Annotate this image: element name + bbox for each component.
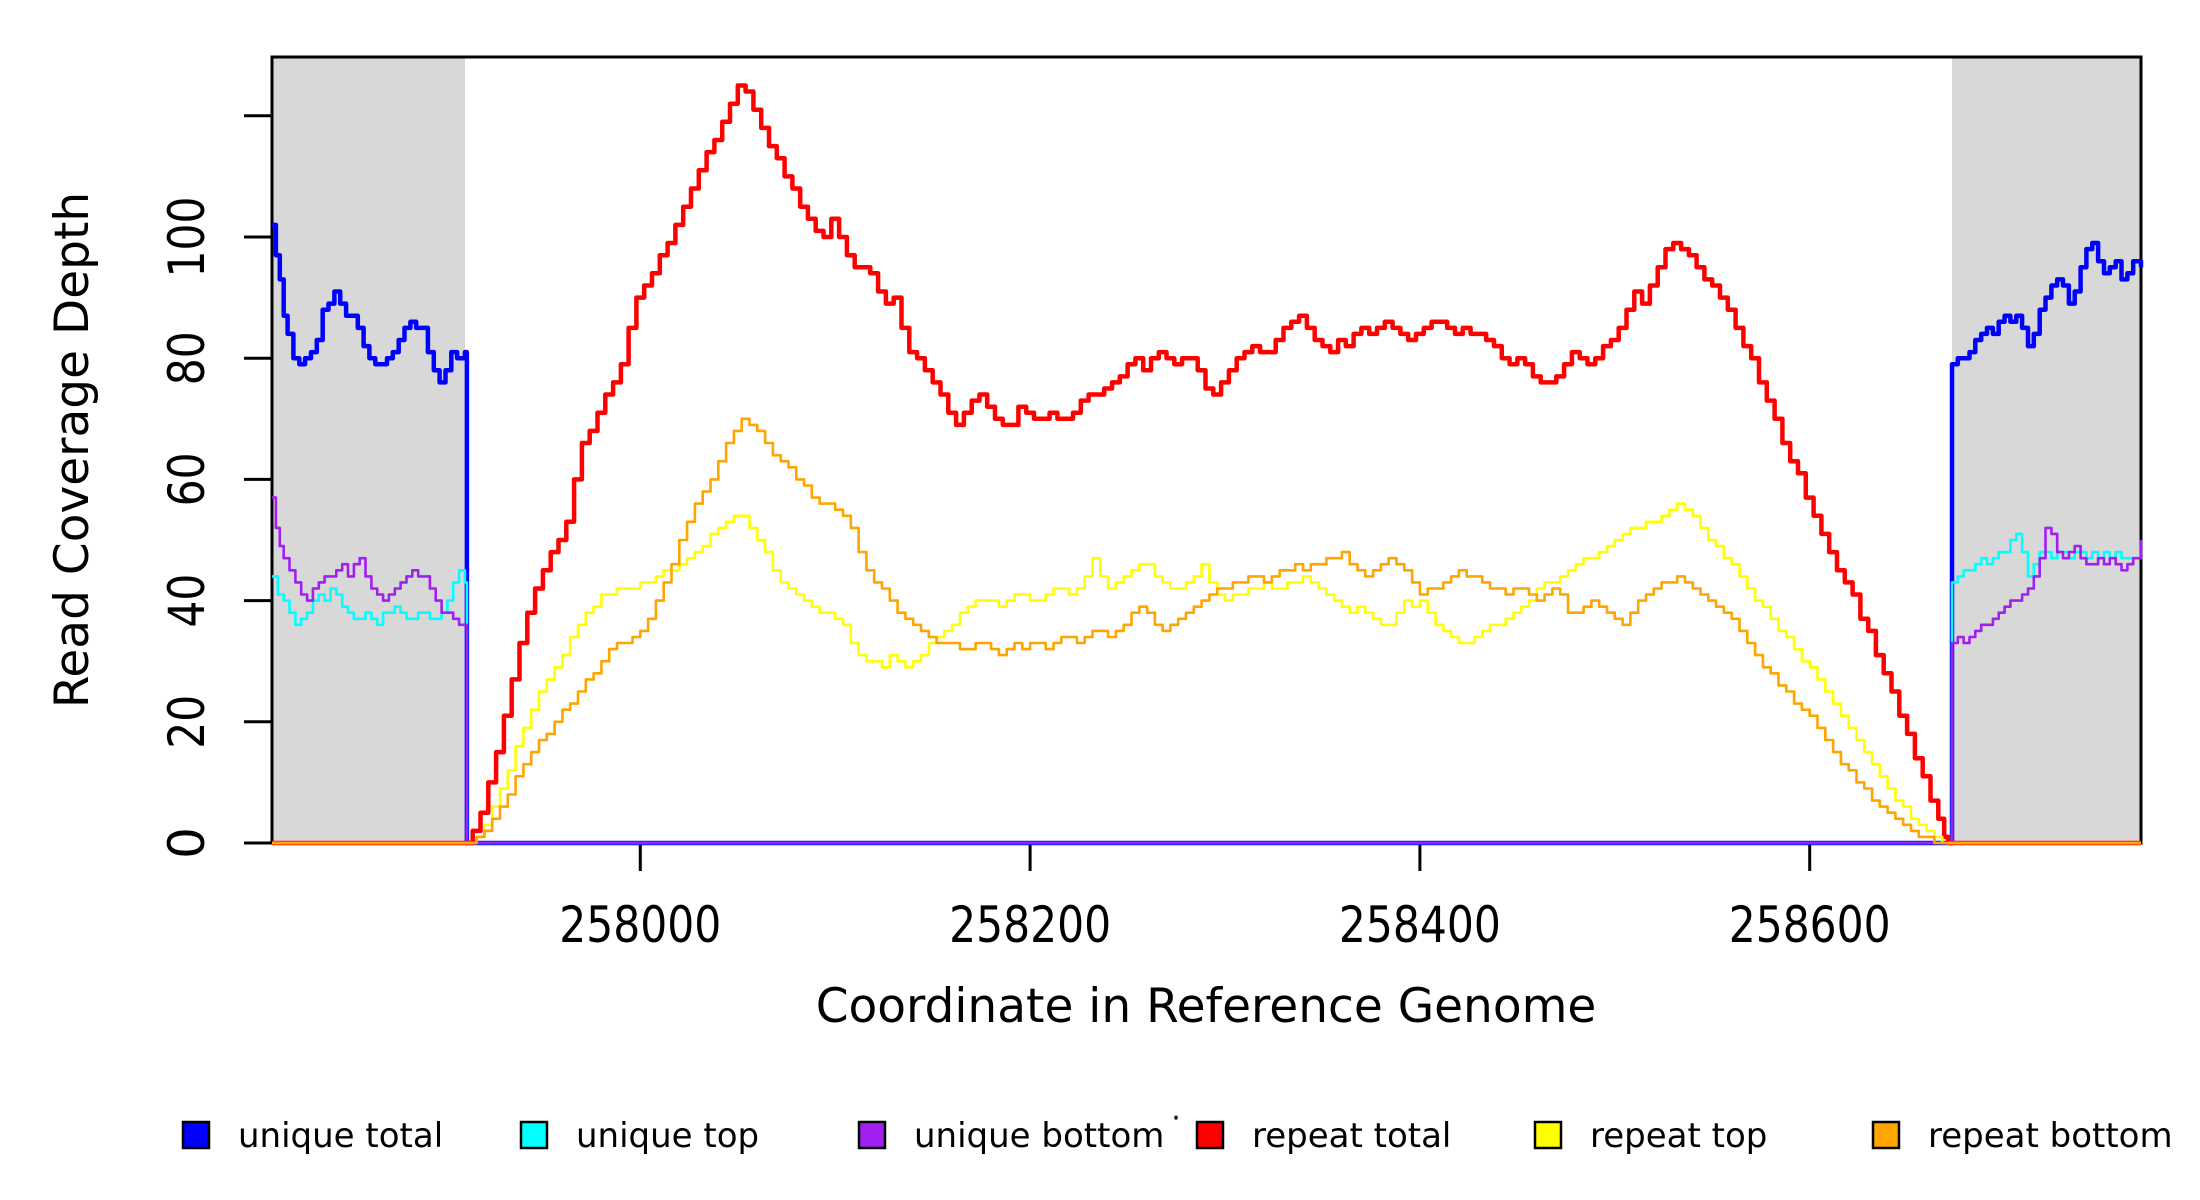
masked-region [272, 58, 465, 843]
legend-label: repeat total [1252, 1116, 1451, 1156]
series-line-repeat-total [272, 83, 2141, 846]
y-tick-label: 100 [158, 197, 216, 278]
legend-label: repeat top [1590, 1116, 1767, 1156]
y-tick-label: 0 [158, 827, 216, 859]
y-axis-title: Read Coverage Depth [45, 192, 100, 708]
y-tick-label: 20 [158, 695, 216, 749]
legend-label: unique top [576, 1116, 759, 1156]
legend-label: unique total [238, 1116, 443, 1156]
masked-region [1952, 58, 2141, 843]
series-lines [272, 83, 2144, 846]
plot-border [270, 55, 2143, 845]
axes: 0 20 40 60 80 100 258000 258200 258400 258600 [158, 55, 2143, 954]
legend-swatch-repeat-total [1195, 1120, 1225, 1150]
y-tick-label: 60 [158, 452, 216, 506]
series-line-unique-total [272, 222, 2144, 846]
y-tick-label: 80 [158, 331, 216, 385]
series-line-unique-top [272, 532, 2141, 845]
series-line-unique-bottom [272, 496, 2143, 845]
x-tick-label: 258600 [1729, 896, 1891, 954]
legend-swatch-unique-total [181, 1120, 211, 1150]
masked-regions [272, 58, 2141, 843]
series-line-repeat-top [272, 502, 2141, 845]
legend-swatch-repeat-top [1533, 1120, 1563, 1150]
y-tick-label: 40 [158, 574, 216, 628]
legend-swatch-unique-top [519, 1120, 549, 1150]
legend-swatch-repeat-bottom [1871, 1120, 1901, 1150]
x-axis-title: Coordinate in Reference Genome [816, 979, 1597, 1034]
x-tick-label: 258000 [559, 896, 721, 954]
legend-swatch-unique-bottom [857, 1120, 887, 1150]
legend: unique total unique top unique bottom repea… [181, 1101, 2173, 1156]
legend-stray-dot: · [1171, 1101, 1181, 1136]
x-tick-label: 258400 [1339, 896, 1501, 954]
legend-label: unique bottom [914, 1116, 1164, 1156]
x-tick-label: 258200 [949, 896, 1111, 954]
series-line-repeat-bottom [272, 417, 2141, 845]
legend-label: repeat bottom [1928, 1116, 2173, 1156]
